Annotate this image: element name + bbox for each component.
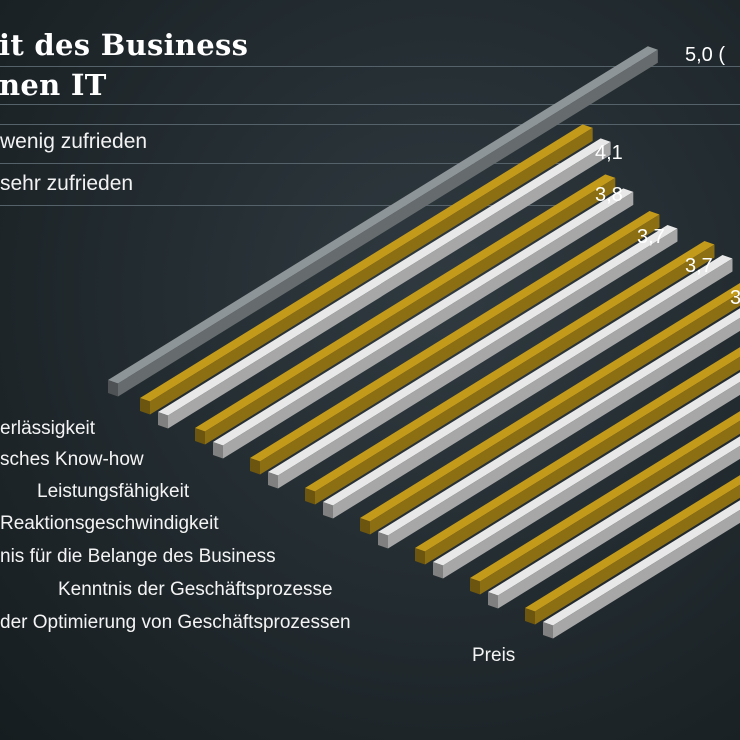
bar-wenig-zufrieden-3 <box>250 211 660 475</box>
value-label-1: 4,1 <box>595 142 623 164</box>
value-label-max: 5,0 ( <box>685 44 726 66</box>
bar-sehr-zufrieden-7 <box>488 436 740 609</box>
bar-sehr-zufrieden-1 <box>158 138 611 429</box>
chart-title-line-1: it des Business <box>0 28 249 62</box>
value-label-5: 3 <box>730 287 740 309</box>
category-label-8: Preis <box>472 645 516 666</box>
bar-sehr-zufrieden-2 <box>213 188 634 459</box>
value-label-2: 3,8 <box>595 184 623 206</box>
value-label-4: 3,7 <box>685 255 713 277</box>
category-label-7: der Optimierung von Geschäftsprozessen <box>0 612 351 633</box>
bar-wenig-zufrieden-7 <box>470 411 740 595</box>
category-label-5: nis für die Belange des Business <box>0 546 276 567</box>
legend-wenig-zufrieden: wenig zufrieden <box>0 130 148 153</box>
chart-title-line-2: nen IT <box>0 68 107 102</box>
bar-wenig-zufrieden-8 <box>525 475 740 625</box>
category-label-6: Kenntnis der Geschäftsprozesse <box>58 579 333 600</box>
value-label-3: 3,7 <box>637 226 665 248</box>
bar-sehr-zufrieden-5 <box>378 308 740 549</box>
category-label-2: sches Know-how <box>0 449 144 470</box>
bar-wenig-zufrieden-4 <box>305 241 715 505</box>
bar-sehr-zufrieden-6 <box>433 372 740 579</box>
category-label-4: Reaktionsgeschwindigkeit <box>0 513 219 534</box>
bar-wenig-zufrieden-1 <box>140 124 593 415</box>
bar-wenig-zufrieden-5 <box>360 283 740 535</box>
bar-sehr-zufrieden-4 <box>323 255 733 519</box>
bar-sehr-zufrieden-8 <box>543 500 740 639</box>
category-label-1: erlässigkeit <box>0 418 96 439</box>
bar-wenig-zufrieden-6 <box>415 347 740 565</box>
bar-wenig-zufrieden-2 <box>195 174 616 445</box>
legend-sehr-zufrieden: sehr zufrieden <box>0 172 134 195</box>
category-label-3: Leistungsfähigkeit <box>37 481 190 502</box>
bar-max <box>108 46 658 397</box>
bar-sehr-zufrieden-3 <box>268 225 678 489</box>
